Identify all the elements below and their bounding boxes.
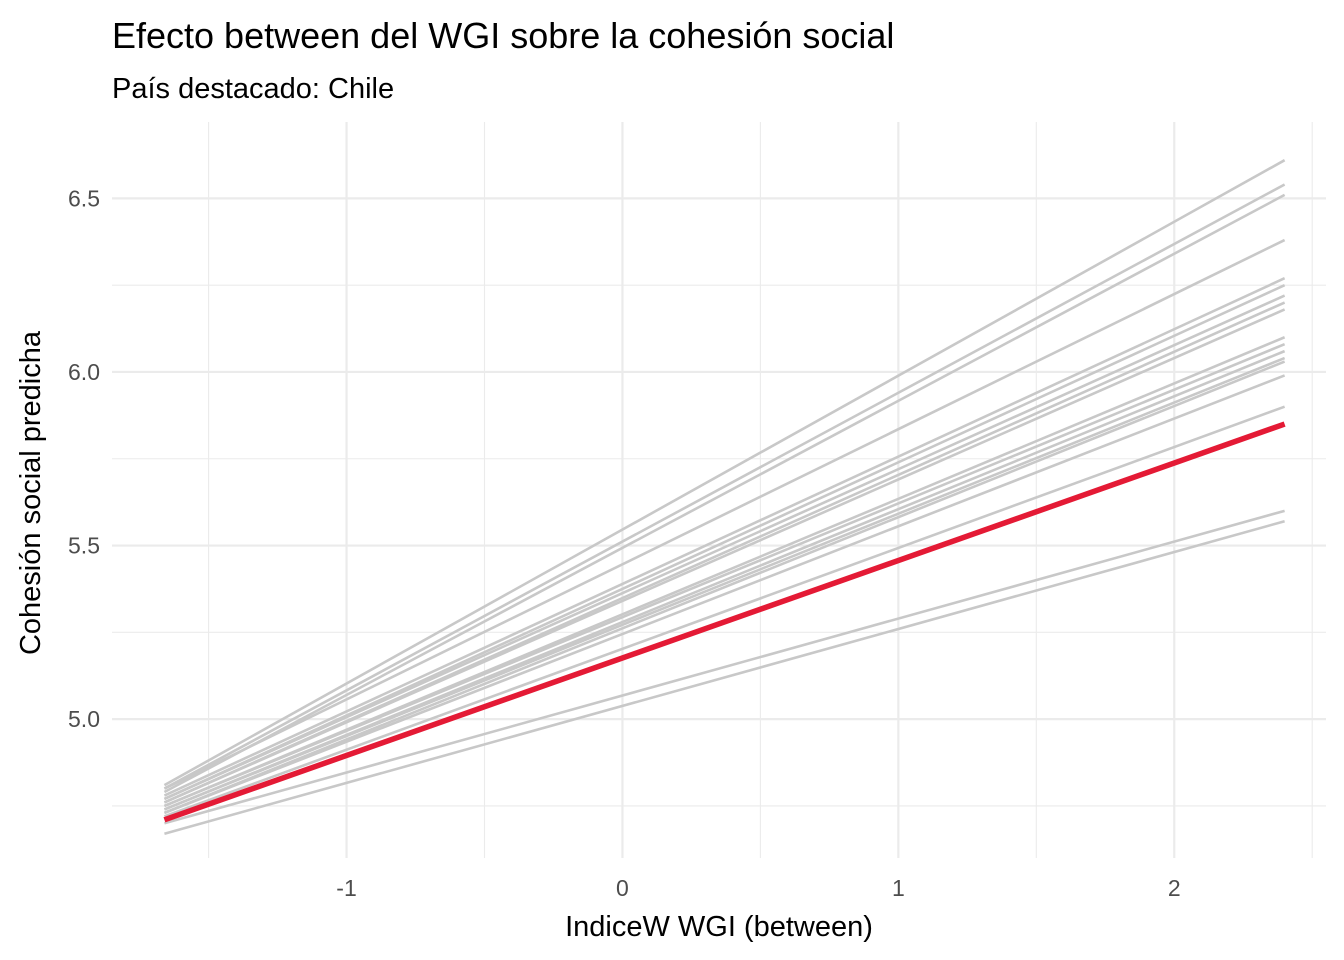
series-line-country [163, 360, 1286, 815]
series-line-country [163, 294, 1286, 801]
series-lines [163, 159, 1286, 835]
series-line-country [163, 183, 1286, 790]
series-line-country [164, 519, 1285, 835]
y-tick-label: 5.5 [68, 533, 100, 559]
series-line-country [163, 159, 1286, 787]
x-tick-label: 2 [1168, 875, 1181, 901]
chart-subtitle: País destacado: Chile [112, 73, 394, 105]
series-line-country [163, 193, 1286, 794]
series-line-country [163, 342, 1286, 808]
series-line-country [163, 283, 1286, 801]
x-tick-label: 0 [616, 875, 629, 901]
x-tick-label: -1 [336, 875, 356, 901]
series-line-country [163, 356, 1286, 811]
x-tick-label: 1 [892, 875, 905, 901]
series-line-country [163, 238, 1286, 790]
series-line-country [163, 308, 1286, 804]
series-line-country [163, 374, 1286, 815]
y-tick-label: 6.0 [68, 359, 100, 385]
series-line-country [164, 509, 1285, 825]
chart-title: Efecto between del WGI sobre la cohesión… [112, 15, 894, 56]
y-tick-label: 5.0 [68, 706, 100, 732]
y-axis-label: Cohesión social predicha [15, 330, 47, 655]
y-tick-label: 6.5 [68, 185, 100, 211]
tick-labels: -1 0 1 2 5.0 5.5 6.0 6.5 [68, 185, 1181, 901]
x-axis-label: IndiceW WGI (between) [565, 911, 873, 943]
series-line-chile [163, 421, 1286, 823]
series-line-country [163, 405, 1286, 818]
series-line-country [163, 277, 1286, 797]
grid [112, 122, 1326, 858]
